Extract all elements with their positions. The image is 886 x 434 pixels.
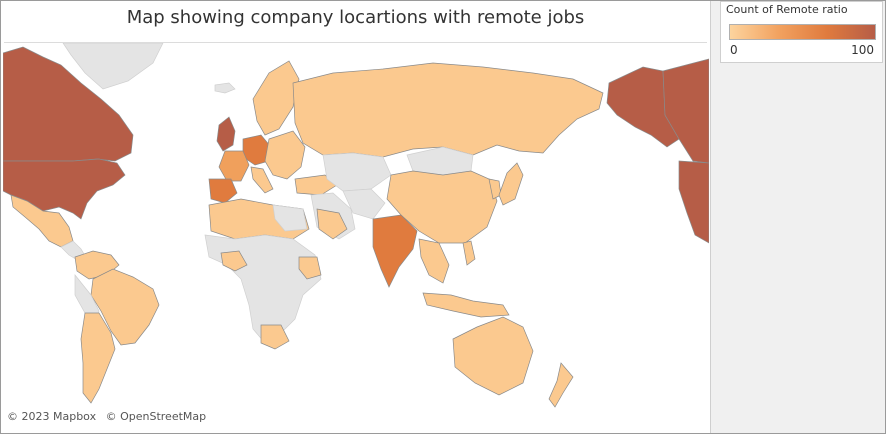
region-saudi-arabia[interactable] (316, 208, 348, 240)
region-philippines[interactable] (462, 240, 476, 266)
region-south-africa[interactable] (260, 324, 290, 350)
region-united-states-west-wrap[interactable] (678, 160, 709, 244)
choropleth-map[interactable] (3, 43, 709, 427)
title-divider (4, 42, 707, 43)
legend-color-ramp (729, 24, 876, 40)
region-southeast-asia[interactable] (418, 238, 450, 284)
region-kazakhstan[interactable] (322, 152, 392, 192)
region-new-zealand[interactable] (548, 362, 574, 408)
region-egypt[interactable] (272, 204, 308, 232)
map-title: Map showing company locartions with remo… (126, 7, 585, 28)
region-spain[interactable] (208, 178, 238, 204)
region-argentina[interactable] (80, 312, 116, 404)
region-brazil[interactable] (90, 268, 160, 346)
region-france[interactable] (218, 150, 250, 182)
region-russia[interactable] (292, 62, 604, 158)
openstreetmap-attribution-link[interactable]: © OpenStreetMap (105, 410, 207, 423)
region-west-africa[interactable] (220, 250, 248, 272)
region-turkey[interactable] (294, 174, 338, 196)
region-scandinavia[interactable] (252, 60, 300, 136)
region-greenland[interactable] (62, 43, 164, 90)
map-canvas[interactable] (3, 43, 709, 427)
region-central-asia[interactable] (342, 188, 386, 220)
region-eastern-europe[interactable] (264, 130, 306, 180)
region-italy[interactable] (250, 166, 274, 194)
region-iceland[interactable] (214, 82, 236, 94)
region-united-kingdom[interactable] (216, 116, 236, 152)
region-east-africa[interactable] (298, 256, 322, 280)
region-australia[interactable] (452, 316, 534, 396)
region-indonesia[interactable] (422, 292, 510, 318)
legend-min-label: 0 (730, 43, 738, 57)
color-legend[interactable]: Count of Remote ratio 0 100 (720, 1, 883, 63)
region-japan[interactable] (498, 162, 524, 206)
map-sheet: Map showing company locartions with remo… (1, 1, 711, 433)
region-canada-east-wrap[interactable] (662, 58, 709, 164)
legend-max-label: 100 (851, 43, 874, 57)
region-alaska[interactable] (606, 66, 680, 148)
map-attribution: © 2023 Mapbox © OpenStreetMap (7, 410, 212, 423)
legend-title: Count of Remote ratio (726, 3, 848, 16)
region-india[interactable] (372, 214, 418, 288)
mapbox-attribution-link[interactable]: © 2023 Mapbox (7, 410, 97, 423)
